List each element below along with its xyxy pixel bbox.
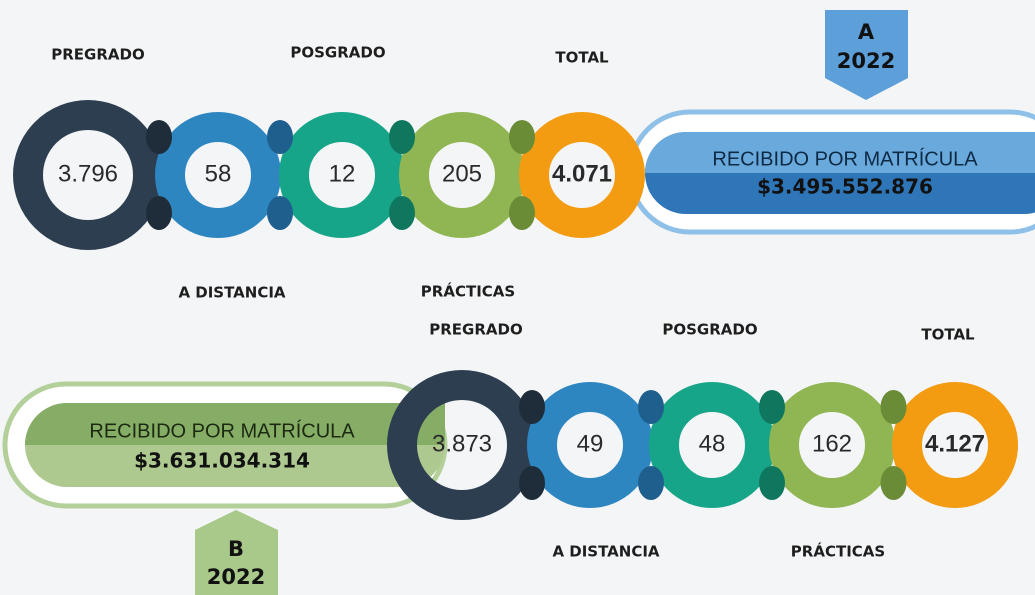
banner-b [2,381,448,509]
item-value: 4.071 [552,160,612,187]
item-label: PRÁCTICAS [791,542,885,561]
banner-a [627,109,1035,235]
item-value: 3.796 [58,160,118,187]
ring-overlap [638,466,664,500]
item-value: 12 [329,160,356,187]
tag-b [195,510,278,595]
item-value: 205 [442,160,482,187]
ring [527,382,653,508]
item-label: TOTAL [921,326,975,344]
ring-overlap [519,466,545,500]
tag-year: 2022 [837,49,895,73]
ring [387,370,537,520]
received-label: RECIBIDO POR MATRÍCULA [712,147,978,170]
item-label: A DISTANCIA [552,543,659,561]
ring-overlap [759,466,785,500]
ring-overlap [880,466,907,500]
item-value: 48 [699,430,726,457]
ring-overlap [389,120,415,154]
item-label: A DISTANCIA [178,284,285,302]
item-value: 58 [205,160,232,187]
received-label: RECIBIDO POR MATRÍCULA [89,419,355,442]
received-amount: $3.495.552.876 [757,175,933,199]
ring-overlap [146,196,172,230]
ring-overlap [880,390,907,424]
ring [279,112,405,238]
tag-year: 2022 [207,565,265,589]
ring [769,382,895,508]
received-amount: $3.631.034.314 [134,449,310,473]
item-label: PREGRADO [51,46,144,64]
ring [649,382,775,508]
ring-overlap [509,196,535,230]
ring [519,112,645,238]
item-value: 162 [812,430,852,457]
ring-overlap [146,120,172,154]
ring [13,100,163,250]
ring-overlap [267,196,293,230]
ring-overlap [519,390,545,424]
item-value: 4.127 [925,430,985,457]
tag-letter: A [858,20,875,44]
tag-letter: B [228,537,244,561]
ring-overlap [759,390,785,424]
ring-overlap [638,390,664,424]
ring-overlap [267,120,293,154]
ring [155,112,281,238]
ring [892,382,1018,508]
item-label: POSGRADO [290,44,385,62]
item-label: PREGRADO [429,321,522,339]
tag-a [825,10,908,100]
ring-overlap [389,196,415,230]
item-label: POSGRADO [662,321,757,339]
item-value: 3.873 [432,430,492,457]
item-value: 49 [577,430,604,457]
item-label: PRÁCTICAS [421,282,515,301]
item-label: TOTAL [555,49,609,67]
ring [399,112,525,238]
ring-overlap [509,120,535,154]
